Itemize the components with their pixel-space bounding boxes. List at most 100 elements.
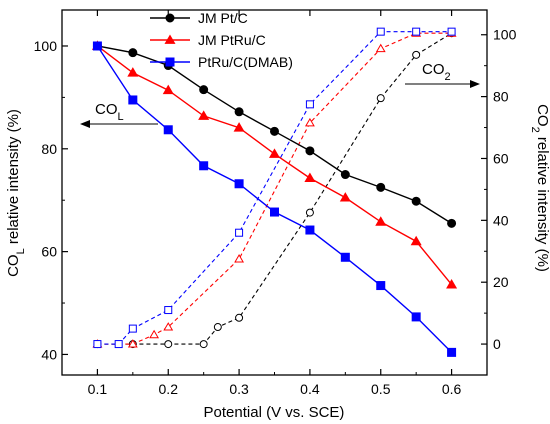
data-point bbox=[114, 340, 123, 349]
legend-label: PtRu/C(DMAB) bbox=[198, 54, 293, 70]
data-point bbox=[163, 322, 174, 331]
annotation-co2: CO2 bbox=[405, 61, 480, 88]
x-tick-label: 0.3 bbox=[229, 381, 249, 397]
data-point bbox=[304, 117, 315, 127]
data-point bbox=[340, 170, 350, 180]
data-point bbox=[235, 313, 244, 322]
series-jm-ptru-c-co2 bbox=[92, 28, 457, 348]
series-line bbox=[96, 45, 453, 353]
data-point bbox=[305, 225, 315, 235]
data-point bbox=[128, 48, 138, 58]
y-right-tick-label: 60 bbox=[493, 150, 509, 166]
annotation-col-text: COL bbox=[95, 101, 124, 123]
data-point bbox=[199, 161, 209, 171]
series-ptru-c-dmab-co2 bbox=[93, 27, 456, 349]
data-point bbox=[233, 122, 245, 132]
data-point bbox=[164, 306, 173, 315]
data-point bbox=[376, 182, 386, 192]
annotation-co2-text: CO2 bbox=[422, 61, 451, 83]
y-axis-left-title: COL relative intensity (%) bbox=[5, 109, 27, 277]
legend-label: JM PtRu/C bbox=[198, 32, 266, 48]
y-right-tick-label: 0 bbox=[493, 336, 501, 352]
data-point bbox=[164, 34, 176, 44]
legend-item: JM Pt/C bbox=[150, 10, 248, 26]
legend-item: PtRu/C(DMAB) bbox=[150, 54, 293, 70]
series-ptru-c-dmab- bbox=[92, 41, 457, 357]
series-line bbox=[97, 31, 452, 345]
series-line bbox=[97, 32, 452, 345]
data-point bbox=[162, 84, 174, 95]
x-tick-label: 0.4 bbox=[300, 381, 320, 397]
data-point bbox=[376, 27, 385, 36]
x-tick-label: 0.1 bbox=[88, 381, 108, 397]
data-point bbox=[339, 192, 351, 202]
data-point bbox=[304, 172, 316, 183]
data-point bbox=[128, 324, 137, 333]
data-point bbox=[235, 228, 244, 237]
data-point bbox=[165, 13, 175, 23]
data-point bbox=[446, 278, 458, 289]
y-right-tick-label: 40 bbox=[493, 212, 509, 228]
data-point bbox=[128, 95, 138, 105]
legend-item: JM PtRu/C bbox=[150, 32, 266, 48]
series-jm-pt-c-co2 bbox=[93, 29, 456, 349]
x-axis-title: Potential (V vs. SCE) bbox=[204, 404, 345, 421]
data-point bbox=[375, 216, 387, 226]
data-point bbox=[92, 41, 102, 51]
y-left-tick-label: 60 bbox=[41, 244, 57, 260]
data-point bbox=[305, 146, 315, 156]
data-point bbox=[376, 281, 386, 291]
data-point bbox=[165, 57, 175, 67]
data-point bbox=[340, 252, 350, 262]
data-point bbox=[149, 329, 160, 339]
data-point bbox=[305, 208, 314, 217]
data-point bbox=[376, 94, 385, 103]
data-point bbox=[410, 235, 422, 246]
axis-ticks: 0.1 0.2 0.3 0.4 0.5 0.6 40 60 80 100 0 20 40 60 80 100 bbox=[34, 10, 517, 397]
data-point bbox=[127, 67, 139, 77]
series-jm-ptru-c bbox=[91, 40, 458, 289]
annotation-col: COL bbox=[80, 101, 158, 128]
data-point bbox=[213, 323, 222, 332]
data-point bbox=[412, 50, 421, 59]
x-tick-label: 0.2 bbox=[159, 381, 179, 397]
data-point bbox=[412, 27, 421, 36]
x-tick-label: 0.6 bbox=[442, 381, 462, 397]
series-layer bbox=[91, 27, 458, 357]
annotation-co2-arrowhead bbox=[470, 80, 480, 88]
data-point bbox=[199, 85, 209, 95]
series-line bbox=[96, 45, 453, 285]
data-point bbox=[268, 148, 281, 158]
annotation-col-arrowhead bbox=[80, 120, 90, 128]
data-point bbox=[375, 43, 386, 53]
data-point bbox=[270, 126, 279, 136]
data-point bbox=[447, 347, 457, 357]
data-point bbox=[127, 339, 138, 348]
data-point bbox=[411, 312, 421, 322]
legend-label: JM Pt/C bbox=[198, 10, 248, 26]
data-point bbox=[447, 27, 456, 36]
y-right-tick-label: 100 bbox=[493, 27, 517, 43]
y-axis-right-title: CO2 relative intensity (%) bbox=[529, 104, 550, 272]
data-point bbox=[163, 125, 173, 135]
data-point bbox=[305, 100, 314, 109]
data-point bbox=[234, 254, 245, 263]
data-point bbox=[447, 218, 457, 228]
data-point bbox=[234, 179, 244, 189]
data-point bbox=[198, 110, 210, 120]
x-tick-label: 0.5 bbox=[371, 381, 391, 397]
data-point bbox=[411, 196, 421, 206]
y-right-tick-label: 20 bbox=[493, 274, 509, 290]
y-left-tick-label: 100 bbox=[34, 38, 58, 54]
data-point bbox=[234, 107, 244, 117]
y-right-tick-label: 80 bbox=[493, 89, 509, 105]
data-point bbox=[93, 340, 102, 349]
data-point bbox=[164, 340, 173, 349]
series-line bbox=[97, 32, 452, 345]
data-point bbox=[270, 207, 279, 217]
y-left-tick-label: 80 bbox=[41, 141, 57, 157]
legend: JM Pt/C JM PtRu/C PtRu/C(DMAB) bbox=[150, 10, 293, 70]
y-left-tick-label: 40 bbox=[41, 346, 57, 362]
data-point bbox=[199, 340, 208, 349]
